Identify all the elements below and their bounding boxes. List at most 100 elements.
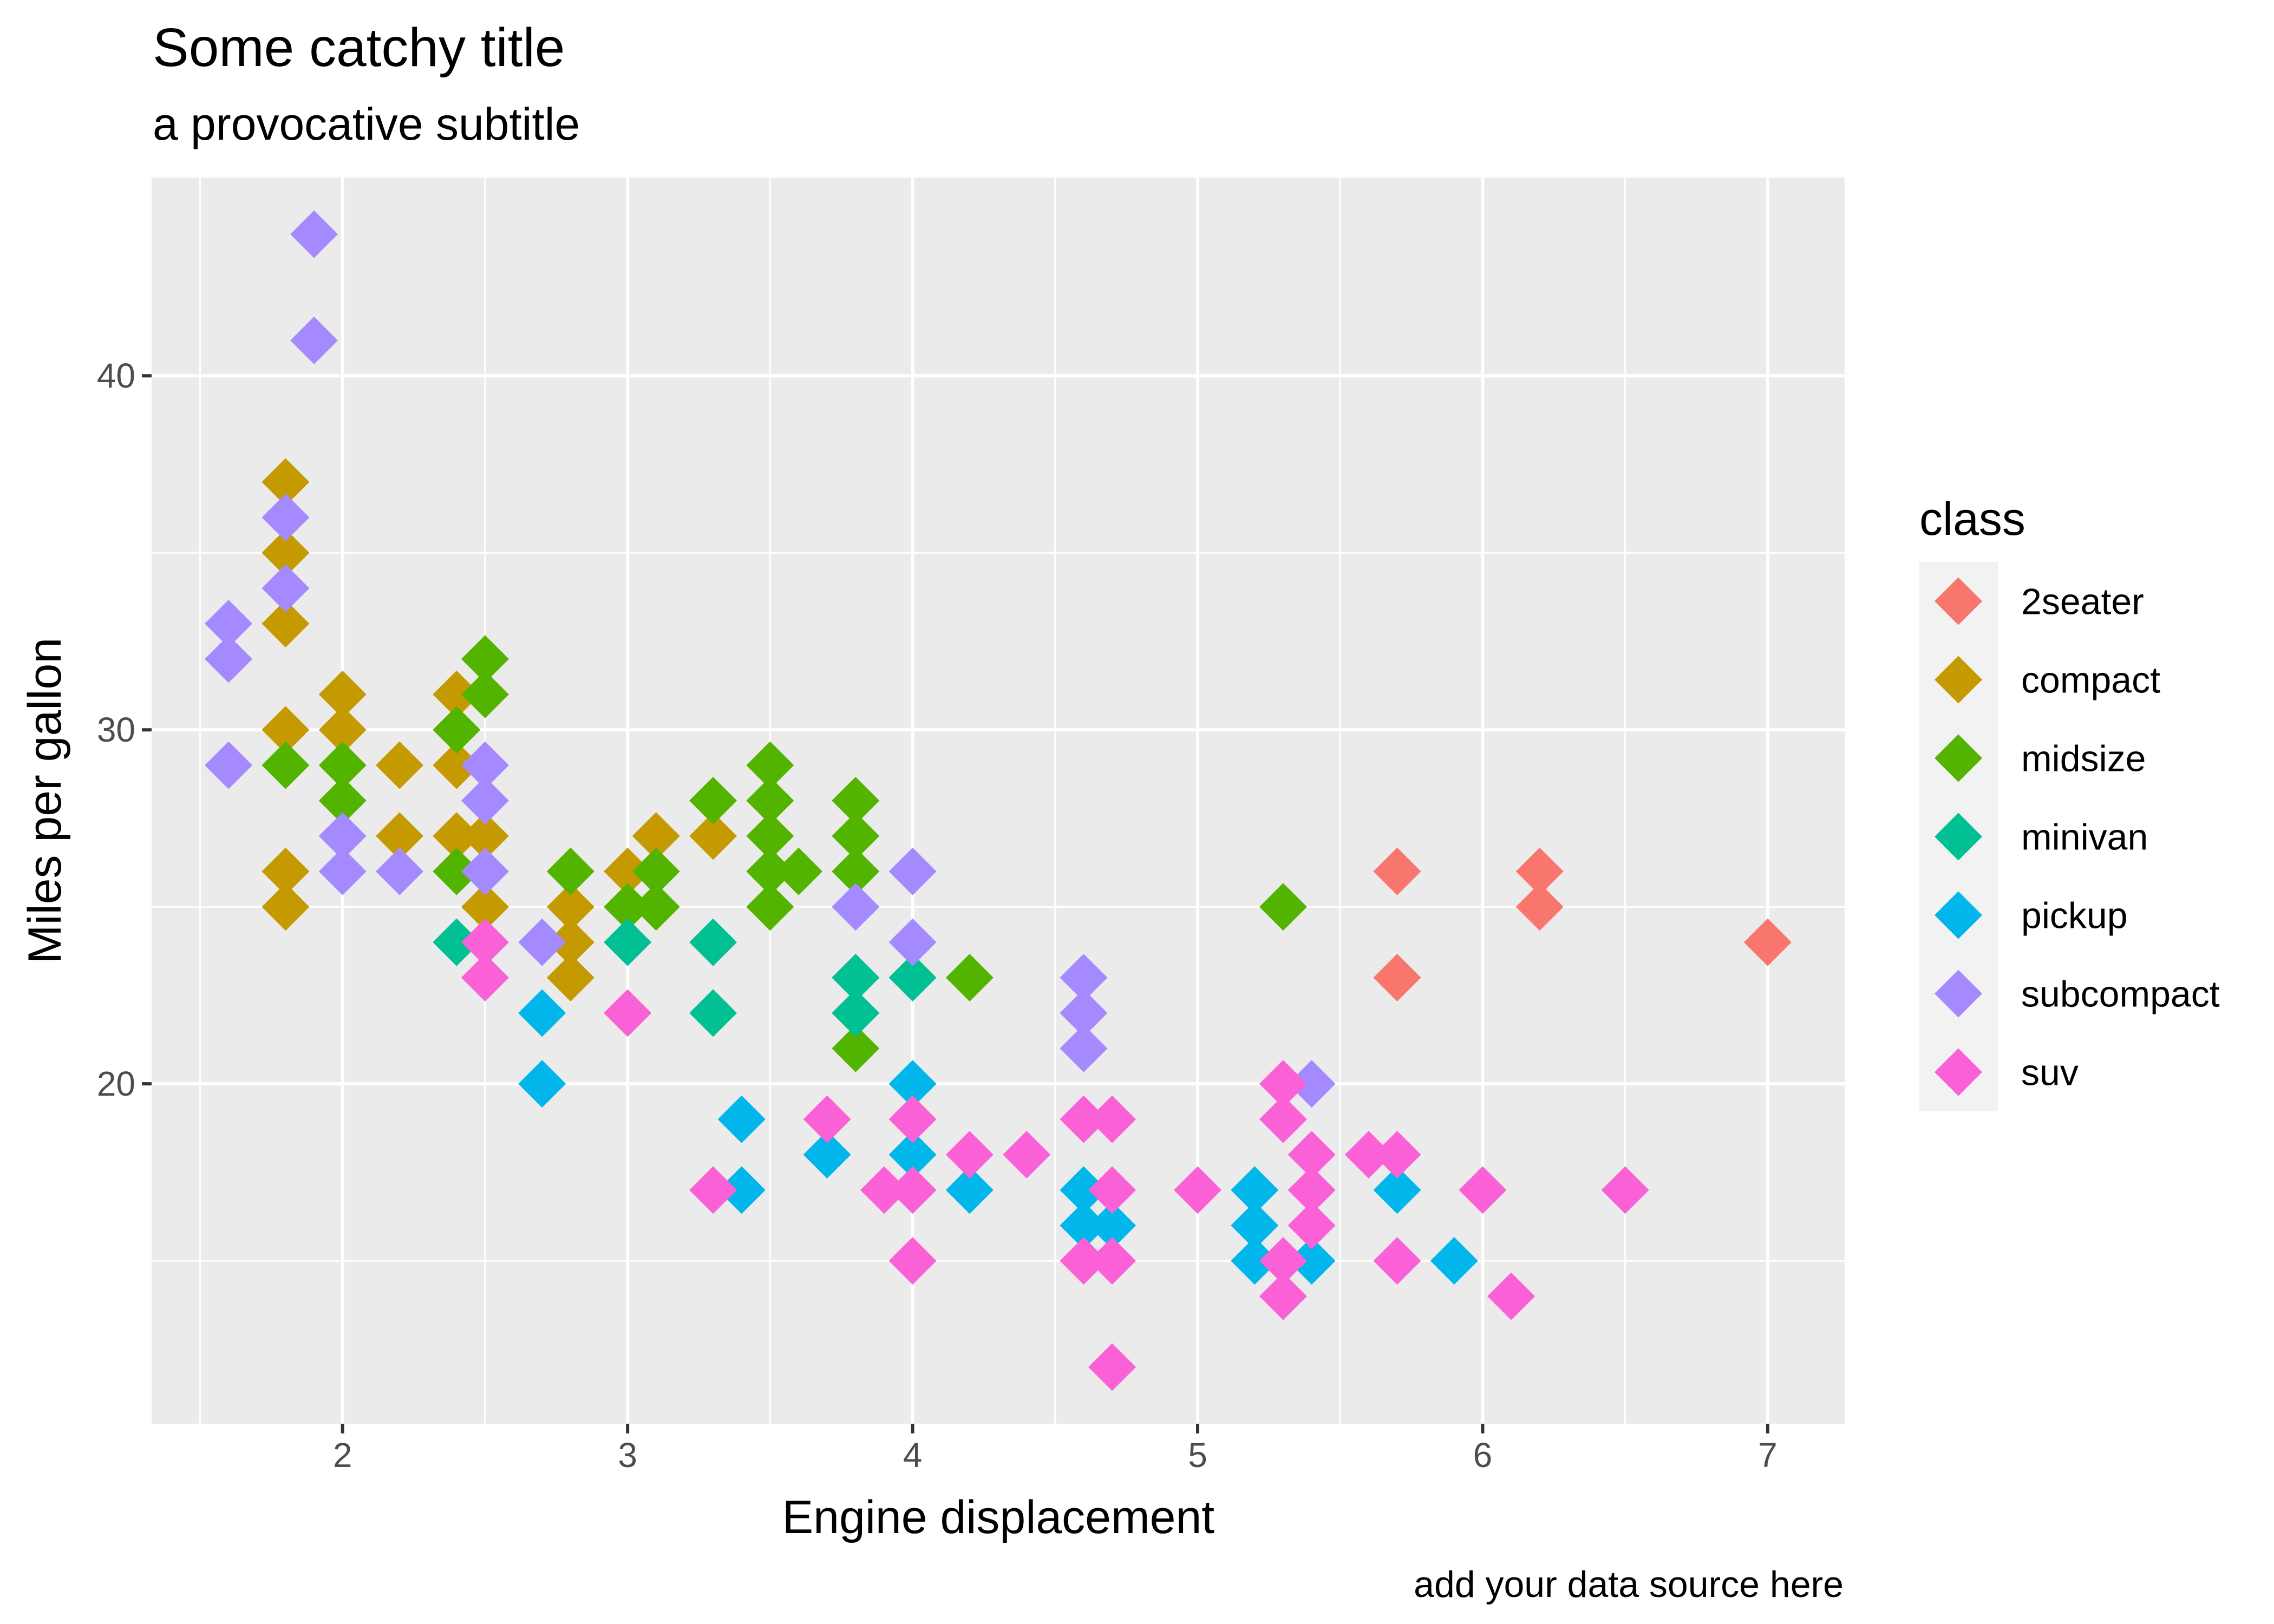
point-midsize bbox=[746, 777, 794, 824]
point-midsize bbox=[832, 812, 880, 860]
point-compact bbox=[604, 847, 652, 895]
legend-key-suv bbox=[1935, 1048, 1982, 1096]
x-tick-label: 2 bbox=[333, 1436, 352, 1475]
point-compact bbox=[375, 741, 423, 789]
point-pickup bbox=[1288, 1237, 1336, 1285]
point-subcompact bbox=[1288, 1060, 1336, 1108]
point-suv bbox=[1373, 1130, 1421, 1178]
legend-key-compact bbox=[1935, 656, 1982, 704]
legend-title: class bbox=[1919, 493, 2025, 545]
point-subcompact bbox=[318, 812, 367, 860]
point-subcompact bbox=[205, 600, 253, 648]
legend-label-pickup: pickup bbox=[2021, 895, 2128, 937]
point-pickup bbox=[888, 1060, 937, 1108]
point-subcompact bbox=[888, 918, 937, 966]
y-tick-label: 20 bbox=[97, 1064, 135, 1103]
point-compact bbox=[262, 883, 310, 931]
point-suv bbox=[1259, 1060, 1307, 1108]
point-midsize bbox=[318, 741, 367, 789]
point-subcompact bbox=[375, 847, 423, 895]
point-compact bbox=[262, 529, 310, 577]
point-midsize bbox=[746, 741, 794, 789]
point-minivan bbox=[689, 918, 737, 966]
point-compact bbox=[262, 458, 310, 506]
point-suv bbox=[1088, 1237, 1136, 1285]
point-midsize bbox=[262, 741, 310, 789]
point-midsize bbox=[689, 777, 737, 824]
point-pickup bbox=[945, 1166, 994, 1214]
point-suv bbox=[1288, 1130, 1336, 1178]
point-2seater bbox=[1373, 953, 1421, 1001]
point-suv bbox=[1259, 1237, 1307, 1285]
point-minivan bbox=[433, 918, 481, 966]
point-pickup bbox=[518, 989, 566, 1037]
chart-title: Some catchy title bbox=[153, 17, 565, 78]
x-tick-label: 4 bbox=[903, 1436, 923, 1475]
point-subcompact bbox=[318, 847, 367, 895]
point-compact bbox=[461, 812, 509, 860]
legend-label-2seater: 2seater bbox=[2021, 581, 2144, 623]
point-suv bbox=[689, 1166, 737, 1214]
point-midsize bbox=[746, 812, 794, 860]
legend-label-subcompact: subcompact bbox=[2021, 974, 2220, 1015]
point-pickup bbox=[717, 1095, 766, 1143]
point-suv bbox=[461, 953, 509, 1001]
point-subcompact bbox=[832, 883, 880, 931]
point-midsize bbox=[945, 953, 994, 1001]
point-subcompact bbox=[518, 918, 566, 966]
point-pickup bbox=[1430, 1237, 1478, 1285]
point-suv bbox=[1288, 1166, 1336, 1214]
point-subcompact bbox=[461, 741, 509, 789]
point-compact bbox=[262, 847, 310, 895]
point-2seater bbox=[1373, 847, 1421, 895]
point-subcompact bbox=[1060, 1024, 1108, 1072]
point-suv bbox=[1344, 1130, 1393, 1178]
point-midsize bbox=[604, 883, 652, 931]
point-suv bbox=[803, 1095, 851, 1143]
point-suv bbox=[860, 1166, 908, 1214]
point-compact bbox=[433, 812, 481, 860]
data-points bbox=[205, 210, 1792, 1391]
point-subcompact bbox=[290, 316, 338, 364]
point-midsize bbox=[461, 670, 509, 718]
point-2seater bbox=[1743, 918, 1792, 966]
point-subcompact bbox=[1060, 989, 1108, 1037]
point-pickup bbox=[1060, 1201, 1108, 1249]
legend-label-minivan: minivan bbox=[2021, 817, 2148, 858]
point-subcompact bbox=[1060, 953, 1108, 1001]
point-compact bbox=[433, 670, 481, 718]
point-compact bbox=[461, 883, 509, 931]
point-minivan bbox=[604, 918, 652, 966]
point-subcompact bbox=[262, 493, 310, 541]
point-compact bbox=[632, 812, 680, 860]
legend-key-minivan bbox=[1935, 813, 1982, 861]
point-midsize bbox=[433, 847, 481, 895]
point-compact bbox=[318, 670, 367, 718]
legend: class 2seater compact midsize minivan pickup… bbox=[1919, 493, 2220, 1111]
point-subcompact bbox=[205, 741, 253, 789]
point-subcompact bbox=[888, 847, 937, 895]
point-subcompact bbox=[461, 777, 509, 824]
point-suv bbox=[1088, 1095, 1136, 1143]
point-compact bbox=[375, 812, 423, 860]
point-pickup bbox=[1060, 1166, 1108, 1214]
point-suv bbox=[888, 1095, 937, 1143]
point-midsize bbox=[632, 847, 680, 895]
point-suv bbox=[1487, 1272, 1535, 1320]
point-suv bbox=[1259, 1095, 1307, 1143]
point-midsize bbox=[461, 635, 509, 683]
point-suv bbox=[1601, 1166, 1649, 1214]
plot-panel bbox=[152, 178, 1845, 1424]
point-compact bbox=[689, 812, 737, 860]
point-suv bbox=[945, 1130, 994, 1178]
point-minivan bbox=[689, 989, 737, 1037]
x-tick-label: 7 bbox=[1758, 1436, 1778, 1475]
point-midsize bbox=[774, 847, 822, 895]
x-tick-label: 6 bbox=[1473, 1436, 1493, 1475]
point-midsize bbox=[832, 777, 880, 824]
point-suv bbox=[1373, 1237, 1421, 1285]
x-axis-label: Engine displacement bbox=[782, 1491, 1215, 1543]
chart-subtitle: a provocative subtitle bbox=[153, 99, 580, 149]
legend-key-subcompact bbox=[1935, 970, 1982, 1018]
